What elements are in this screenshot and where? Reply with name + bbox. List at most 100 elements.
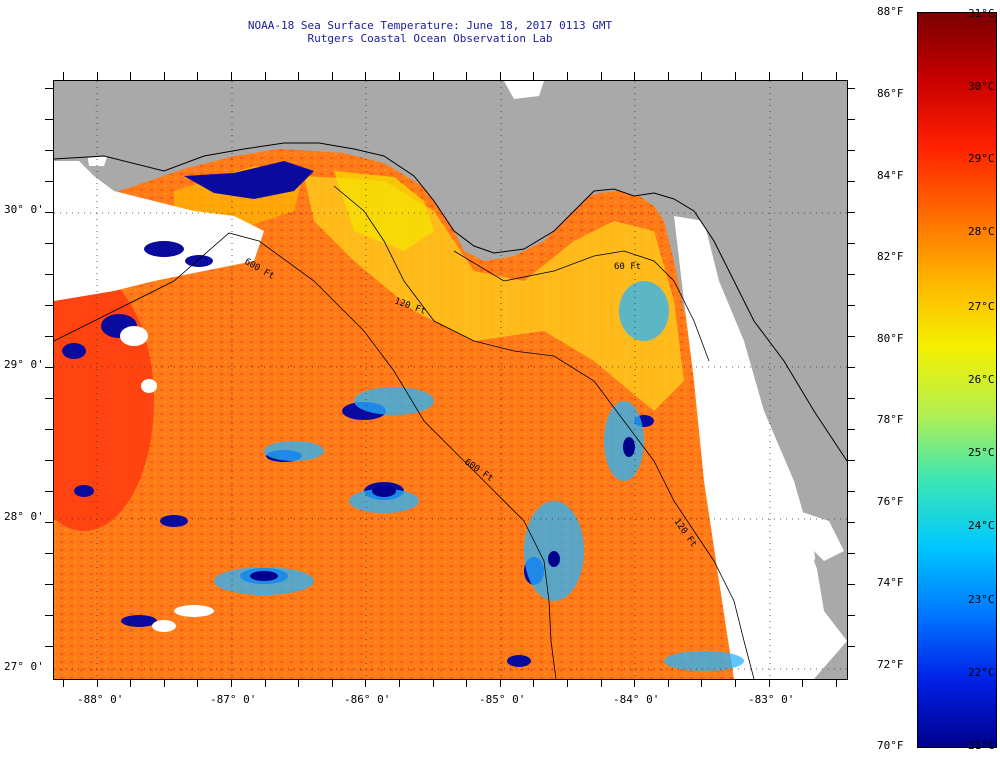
cloud-gaps [120,326,214,632]
frame-tick-bottom [634,679,636,687]
frame-tick-left [45,274,53,275]
frame-tick-right [847,429,855,430]
frame-tick-left [45,615,53,616]
colorbar-c-30: 30°C [968,80,995,93]
frame-tick-left [45,429,53,430]
frame-tick-bottom [432,679,434,687]
colorbar-f-76: 76°F [877,495,904,508]
frame-tick-right [847,336,855,337]
frame-tick-bottom [298,679,300,687]
map-title: NOAA-18 Sea Surface Temperature: June 18… [247,19,613,32]
frame-tick-top [567,72,568,80]
colorbar-c-27: 27°C [968,300,995,313]
colorbar-f-88: 88°F [877,5,904,18]
frame-tick-top [835,72,837,80]
frame-tick-bottom [365,679,367,687]
colorbar-c-21: 21°C [968,739,995,752]
no-data-region-east [674,216,847,679]
frame-tick-left [45,584,53,585]
frame-tick-top [432,72,434,80]
frame-tick-top [231,72,232,80]
frame-tick-bottom [231,679,232,687]
contour-600ft [54,232,557,679]
colorbar-f-74: 74°F [877,576,904,589]
frame-tick-bottom [600,679,602,687]
lat-label-27: 27° 0' [4,660,44,673]
frame-tick-left [45,181,53,182]
frame-tick-bottom [130,679,132,687]
frame-tick-top [768,72,770,80]
graticule [54,81,847,679]
colorbar-c-29: 29°C [968,152,995,165]
frame-tick-right [847,181,855,182]
frame-tick-top [63,72,64,80]
frame-tick-top [667,72,669,80]
lon-label-85: -85° 0' [479,693,526,706]
frame-tick-right [847,460,855,461]
contour-60ft [453,250,710,362]
frame-tick-bottom [399,679,400,687]
colorbar-c-25: 25°C [968,446,995,459]
frame-tick-bottom [163,679,165,687]
frame-tick-top [96,72,98,80]
frame-tick-left [45,491,53,492]
frame-tick-bottom [802,679,804,687]
frame-tick-bottom [567,679,568,687]
colorbar-f-82: 82°F [877,250,904,263]
frame-tick-top [331,72,333,80]
frame-tick-bottom [835,679,837,687]
colorbar-c-28: 28°C [968,225,995,238]
colorbar-f-86: 86°F [877,87,904,100]
frame-tick-bottom [466,679,468,687]
frame-tick-right [847,119,855,120]
lat-label-28: 28° 0' [4,510,44,523]
frame-tick-left [45,212,53,213]
cold-water-cores [250,437,635,581]
frame-tick-bottom [735,679,736,687]
frame-tick-left [45,88,53,89]
colorbar-c-31: 31°C [968,7,995,20]
frame-tick-right [847,646,855,647]
frame-tick-left [45,150,53,151]
colorbar-c-26: 26°C [968,373,995,386]
frame-tick-top [735,72,736,80]
frame-tick-right [847,212,855,213]
frame-tick-right [847,553,855,554]
frame-tick-top [399,72,400,80]
colorbar-f-80: 80°F [877,332,904,345]
land-mass [54,81,847,461]
colorbar-f-84: 84°F [877,169,904,182]
frame-tick-left [45,305,53,306]
coastline [54,142,847,462]
frame-tick-top [802,72,804,80]
colorbar-c-23: 23°C [968,593,995,606]
frame-tick-right [847,305,855,306]
lat-label-29: 29° 0' [4,358,44,371]
frame-tick-right [847,88,855,89]
sst-map-canvas: 60 Ft 120 Ft 600 Ft 600 Ft 120 Ft [54,81,847,679]
frame-tick-top [466,72,468,80]
frame-tick-right [847,584,855,585]
frame-tick-right [847,615,855,616]
frame-tick-left [45,553,53,554]
colorbar-f-70: 70°F [877,739,904,752]
frame-tick-top [130,72,132,80]
frame-tick-bottom [96,679,98,687]
lon-label-88: -88° 0' [77,693,124,706]
frame-tick-bottom [197,679,199,687]
frame-tick-top [499,72,501,80]
frame-tick-bottom [63,679,64,687]
frame-tick-top [365,72,367,80]
frame-tick-bottom [533,679,535,687]
contour-label-60ft: 60 Ft [614,262,641,272]
frame-tick-right [847,398,855,399]
frame-tick-left [45,522,53,523]
frame-tick-left [45,646,53,647]
colorbar-c-22: 22°C [968,666,995,679]
map-subtitle: Rutgers Coastal Ocean Observation Lab [307,32,553,45]
colorbar-f-78: 78°F [877,413,904,426]
temperature-colorbar [917,12,997,748]
frame-tick-top [600,72,602,80]
frame-tick-left [45,119,53,120]
frame-tick-left [45,336,53,337]
